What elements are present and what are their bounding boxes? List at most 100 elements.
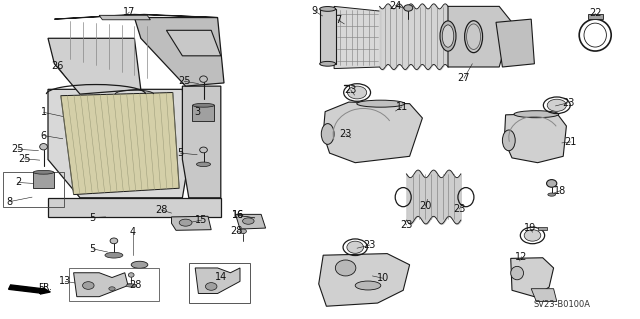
Ellipse shape (200, 147, 207, 153)
Polygon shape (61, 93, 179, 195)
Text: 23: 23 (339, 129, 352, 139)
Ellipse shape (243, 218, 254, 224)
Polygon shape (323, 102, 422, 163)
Text: 7: 7 (335, 15, 341, 25)
Ellipse shape (126, 284, 136, 287)
Ellipse shape (321, 123, 334, 144)
Ellipse shape (514, 111, 559, 118)
Ellipse shape (442, 25, 454, 47)
Polygon shape (511, 258, 554, 297)
Text: 5: 5 (90, 212, 96, 223)
Polygon shape (320, 9, 336, 64)
Ellipse shape (205, 283, 217, 290)
Ellipse shape (524, 230, 541, 241)
Polygon shape (48, 38, 141, 94)
Text: 17: 17 (123, 7, 136, 17)
Text: 28: 28 (155, 205, 168, 215)
Polygon shape (74, 273, 128, 297)
Text: 26: 26 (51, 61, 64, 71)
Polygon shape (504, 113, 566, 163)
Text: 23: 23 (364, 240, 376, 250)
Text: 13: 13 (59, 276, 72, 286)
Polygon shape (172, 216, 211, 230)
Text: 15: 15 (195, 215, 208, 225)
Ellipse shape (131, 261, 148, 268)
Polygon shape (48, 198, 221, 217)
FancyArrow shape (8, 285, 51, 294)
Polygon shape (48, 89, 189, 198)
Ellipse shape (83, 282, 94, 289)
Text: 21: 21 (564, 137, 577, 147)
Text: 16: 16 (232, 210, 244, 220)
Ellipse shape (240, 229, 246, 234)
Polygon shape (448, 6, 512, 67)
Ellipse shape (547, 99, 566, 111)
Polygon shape (319, 254, 410, 306)
Ellipse shape (109, 287, 115, 291)
Ellipse shape (502, 130, 515, 151)
Text: 25: 25 (18, 154, 31, 164)
Ellipse shape (193, 103, 214, 107)
Text: 2: 2 (15, 177, 21, 188)
Text: 23: 23 (400, 220, 413, 230)
Polygon shape (192, 105, 214, 121)
Polygon shape (134, 18, 224, 86)
Polygon shape (334, 6, 381, 69)
Text: 22: 22 (589, 8, 602, 19)
Text: 28: 28 (230, 226, 243, 236)
Ellipse shape (200, 76, 207, 82)
Text: 6: 6 (40, 130, 47, 141)
Text: 23: 23 (344, 85, 357, 95)
Polygon shape (54, 14, 218, 19)
Ellipse shape (40, 144, 47, 150)
Text: 5: 5 (177, 148, 184, 158)
Text: 25: 25 (12, 144, 24, 154)
Polygon shape (166, 30, 221, 56)
Text: 19: 19 (524, 223, 536, 233)
Polygon shape (236, 214, 266, 229)
Text: 28: 28 (129, 279, 142, 290)
Ellipse shape (348, 86, 367, 99)
Text: SV23-B0100A: SV23-B0100A (533, 300, 591, 309)
Ellipse shape (335, 260, 356, 276)
Text: 23: 23 (453, 204, 466, 214)
Ellipse shape (440, 21, 456, 51)
Text: 10: 10 (376, 273, 389, 283)
Ellipse shape (357, 100, 404, 107)
Polygon shape (33, 172, 54, 188)
Polygon shape (496, 19, 534, 67)
Ellipse shape (347, 241, 364, 253)
Text: 23: 23 (562, 98, 575, 108)
Ellipse shape (105, 252, 123, 258)
Ellipse shape (547, 180, 557, 187)
Ellipse shape (320, 7, 336, 11)
Text: 27: 27 (458, 73, 470, 83)
Ellipse shape (179, 219, 192, 226)
Text: 25: 25 (178, 76, 191, 86)
Text: FR.: FR. (38, 283, 52, 292)
Ellipse shape (110, 238, 118, 244)
Text: 8: 8 (6, 197, 13, 207)
Ellipse shape (196, 162, 211, 167)
Polygon shape (99, 15, 150, 20)
Polygon shape (182, 86, 221, 198)
Text: 1: 1 (40, 107, 47, 117)
Text: 16: 16 (232, 210, 244, 220)
Ellipse shape (511, 266, 524, 280)
Ellipse shape (548, 193, 556, 196)
Text: 4: 4 (130, 227, 136, 237)
Text: 9: 9 (312, 6, 318, 16)
Text: 5: 5 (90, 244, 96, 254)
Text: 24: 24 (389, 1, 402, 11)
Polygon shape (195, 268, 240, 293)
Ellipse shape (404, 5, 413, 11)
Polygon shape (531, 289, 557, 301)
Ellipse shape (320, 61, 336, 66)
Text: 11: 11 (396, 102, 408, 112)
Text: 20: 20 (419, 201, 432, 211)
Text: 18: 18 (554, 186, 566, 196)
Ellipse shape (128, 273, 134, 277)
Text: 14: 14 (214, 272, 227, 282)
Ellipse shape (355, 281, 381, 290)
Text: 3: 3 (194, 107, 200, 117)
